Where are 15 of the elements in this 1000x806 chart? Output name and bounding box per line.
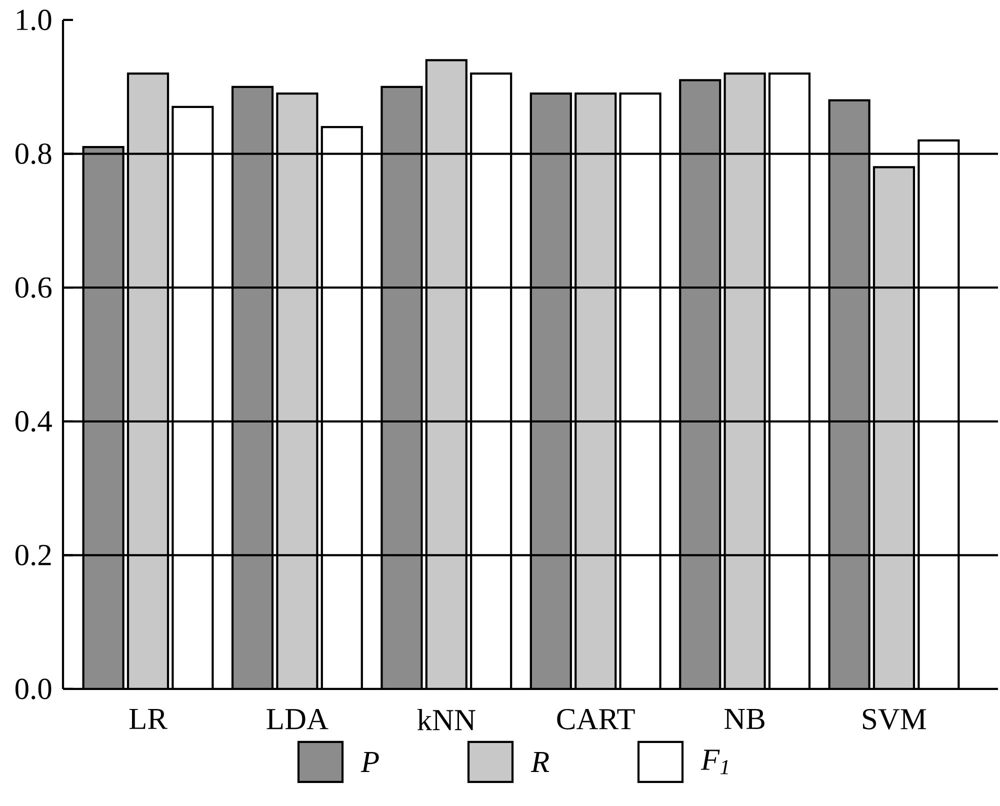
- x-tick-label: LDA: [266, 708, 328, 730]
- y-tick-label: 0.6: [15, 277, 52, 298]
- x-tick-label: NB: [724, 708, 764, 729]
- y-tick-label: 0.2: [15, 544, 51, 566]
- x-tick-label: CART: [557, 708, 635, 730]
- x-tick-label: LR: [129, 708, 168, 729]
- y-tick-label: 1.0: [16, 10, 52, 30]
- legend-label: F$_{1}$: [700, 750, 728, 774]
- y-tick-label: 0.4: [15, 411, 52, 432]
- x-tick-label: kNN: [417, 708, 476, 730]
- y-tick-label: 0.8: [15, 143, 52, 164]
- y-tick-label: 0.0: [15, 678, 52, 700]
- x-tick-label: SVM: [863, 708, 926, 730]
- legend-label: R: [530, 752, 550, 772]
- legend-label: P: [360, 752, 379, 772]
